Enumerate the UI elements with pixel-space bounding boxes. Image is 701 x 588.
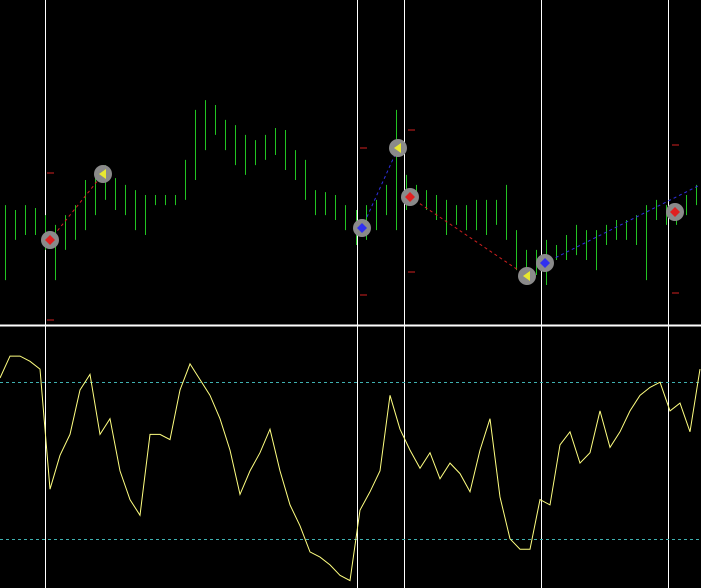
signal-line — [361, 147, 399, 229]
marker — [401, 188, 419, 206]
marker — [94, 165, 112, 183]
oscillator-panel — [0, 355, 701, 582]
signal-line — [544, 184, 701, 264]
marker — [389, 139, 407, 157]
stop-levels — [47, 129, 679, 321]
marker — [518, 267, 536, 285]
signal-line — [49, 173, 104, 241]
oscillator-line — [0, 355, 701, 582]
marker — [666, 203, 684, 221]
signal-lines — [49, 147, 701, 277]
marker — [536, 254, 554, 272]
trade-markers — [41, 139, 684, 285]
marker — [41, 231, 59, 249]
marker — [353, 219, 371, 237]
